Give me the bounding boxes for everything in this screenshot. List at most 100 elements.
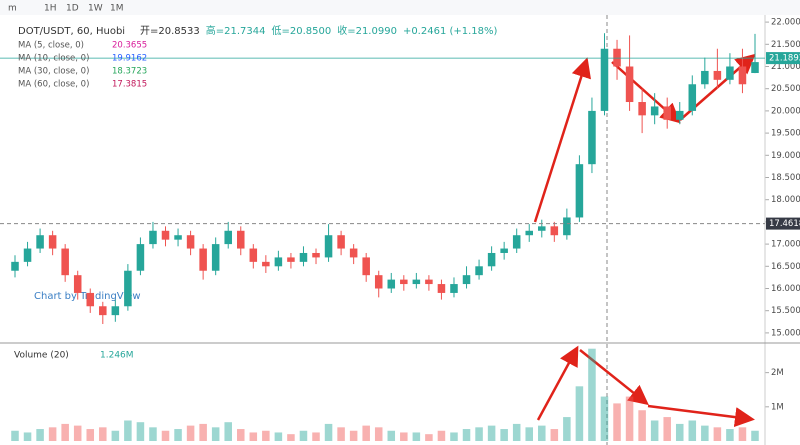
volume-bar <box>73 425 82 441</box>
volume-bar <box>287 434 295 441</box>
candle-body <box>575 164 584 218</box>
candle-body <box>437 284 446 293</box>
candle-body <box>625 66 634 103</box>
y-tick-label: 18.5000 <box>771 173 800 183</box>
y-tick-label: 21.5000 <box>771 40 800 50</box>
ma-value: 19.9162 <box>112 54 147 64</box>
timeframe-button[interactable]: 1D <box>66 4 79 14</box>
candle-body <box>23 248 32 262</box>
candle-body <box>412 279 421 285</box>
volume-bar <box>588 348 596 441</box>
volume-bar <box>412 432 421 441</box>
volume-bar <box>726 429 734 441</box>
volume-bar <box>312 432 320 441</box>
volume-bar <box>638 410 646 441</box>
ma-name: MA (10, close, 0) <box>18 54 89 64</box>
volume-bar <box>450 432 458 441</box>
volume-bar <box>525 427 533 441</box>
candles <box>11 33 759 325</box>
volume-bar <box>249 432 258 441</box>
candle-body <box>751 62 759 74</box>
candle-body <box>86 292 95 307</box>
candle-body <box>425 279 433 285</box>
volume-bar <box>751 430 759 441</box>
volume-bar <box>713 427 722 441</box>
volume-bar <box>437 430 446 441</box>
ohlc-label: 收=21.0990 <box>337 24 397 37</box>
timeframe-button[interactable]: 1H <box>44 4 57 14</box>
candle-body <box>287 257 295 262</box>
timeframe-button[interactable]: 1W <box>88 4 103 14</box>
candle-body <box>237 230 245 249</box>
candle-body <box>36 235 44 249</box>
candle-body <box>688 84 697 111</box>
ohlc-label: +0.2461 (+1.18%) <box>403 26 498 37</box>
candle-body <box>701 70 709 85</box>
candle-body <box>99 306 107 316</box>
y-tick-label: 15.5000 <box>771 306 800 316</box>
timeframe-button[interactable]: m <box>8 4 17 14</box>
volume-bar <box>600 396 609 441</box>
candle-body <box>211 244 220 271</box>
volume-bar <box>475 427 483 441</box>
timeframe-button[interactable]: 1M <box>110 4 124 14</box>
candle-body <box>675 110 684 120</box>
volume-tick-label: 2M <box>771 368 784 378</box>
volume-bar <box>299 430 308 441</box>
volume-bar <box>186 425 195 441</box>
volume-bar <box>487 425 496 441</box>
volume-bar <box>625 396 634 441</box>
volume-bar <box>688 420 697 441</box>
volume-bar <box>563 417 571 441</box>
volume-bar <box>262 430 270 441</box>
candle-body <box>61 248 69 276</box>
candle-body <box>600 48 609 111</box>
toolbar-bg <box>0 0 800 15</box>
volume-bar <box>61 423 69 441</box>
ma-name: MA (30, close, 0) <box>18 67 89 77</box>
volume-bar <box>387 430 396 441</box>
candle-body <box>738 66 747 85</box>
top-layer: m 1H 1D 1W 1M 15.0000 15.5000 16.0000 16.5000 17.… <box>0 4 800 441</box>
candle-body <box>563 217 571 236</box>
candle-body <box>638 102 646 116</box>
candle-body <box>161 230 170 240</box>
y-tick-label: 16.0000 <box>771 284 800 294</box>
candle-body <box>299 252 308 262</box>
candle-body <box>136 244 145 271</box>
volume-bar <box>337 427 345 441</box>
candle-body <box>588 110 596 165</box>
candle-body <box>199 248 207 271</box>
volume-bar <box>701 425 709 441</box>
volume-bar <box>425 434 433 441</box>
volume-bar <box>149 427 157 441</box>
volume-bar <box>512 423 521 441</box>
volume-bar <box>161 430 170 441</box>
volume-bar <box>550 429 559 441</box>
volume-bar <box>174 429 182 441</box>
candle-body <box>550 226 559 236</box>
volume-bar <box>613 403 621 441</box>
candle-body <box>249 248 258 262</box>
volume-bar <box>362 425 370 441</box>
candle-body <box>111 306 120 316</box>
volume-bar <box>199 423 207 441</box>
candle-body <box>174 235 182 240</box>
candle-body <box>224 230 232 245</box>
y-tick-label: 19.5000 <box>771 129 800 139</box>
volume-bar <box>11 430 19 441</box>
crosshair-label: 17.4618 <box>769 219 800 229</box>
candle-body <box>186 235 195 249</box>
y-tick-label: 15.0000 <box>771 328 800 338</box>
candle-body <box>500 248 508 253</box>
candle-body <box>262 261 270 267</box>
volume-bar <box>538 425 546 441</box>
ohlc-label: 开=20.8533 <box>140 26 200 37</box>
candle-body <box>387 279 396 289</box>
volume-bar <box>237 429 245 441</box>
candle-body <box>324 235 333 258</box>
candle-body <box>73 275 82 293</box>
ma-value: 17.3815 <box>112 80 147 90</box>
candle-body <box>48 235 57 249</box>
